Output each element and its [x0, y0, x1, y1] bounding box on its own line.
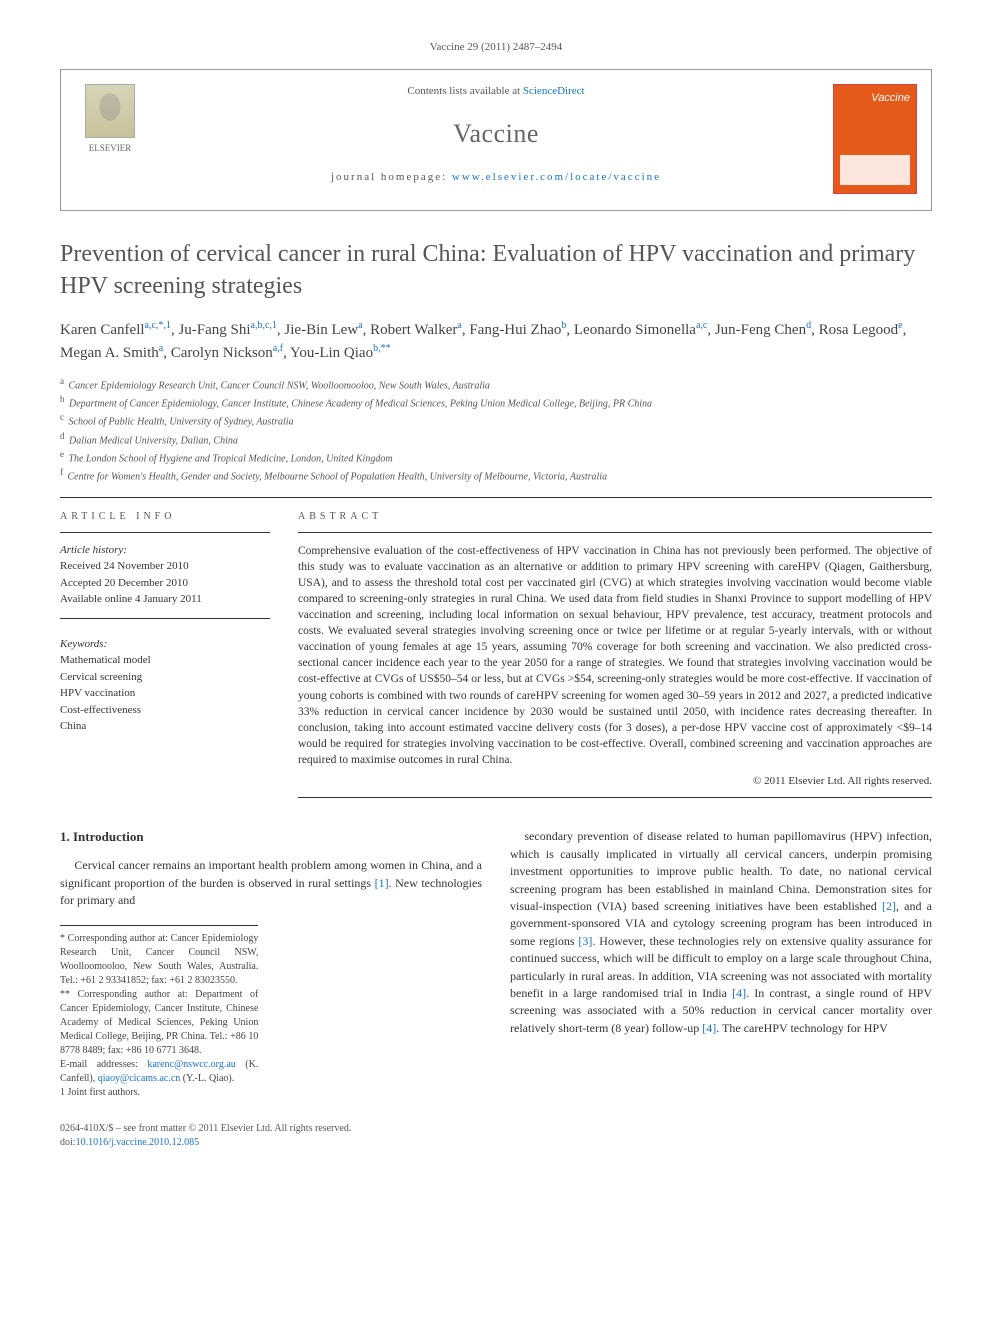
corr2: ** Corresponding author at: Department o… — [60, 988, 258, 1058]
affiliations: a Cancer Epidemiology Research Unit, Can… — [60, 375, 932, 485]
abstract-text: Comprehensive evaluation of the cost-eff… — [298, 543, 932, 768]
article-info-column: ARTICLE INFO Article history: Received 2… — [60, 510, 270, 799]
cover-brand: Vaccine — [840, 91, 910, 106]
email2-link[interactable]: qiaoy@cicams.ac.cn — [98, 1073, 181, 1084]
ref-link[interactable]: [4] — [732, 986, 746, 1000]
abstract-column: ABSTRACT Comprehensive evaluation of the… — [298, 510, 932, 799]
affiliation-line: e The London School of Hygiene and Tropi… — [60, 448, 932, 466]
ref-link[interactable]: [1] — [375, 876, 389, 890]
doi-prefix: doi: — [60, 1137, 76, 1148]
footer-bar: 0264-410X/$ – see front matter © 2011 El… — [60, 1122, 932, 1150]
footer-copyright: 0264-410X/$ – see front matter © 2011 El… — [60, 1122, 351, 1136]
keyword: Cost-effectiveness — [60, 702, 270, 719]
footnotes: * Corresponding author at: Cancer Epidem… — [60, 925, 258, 1100]
elsevier-tree-icon — [85, 84, 135, 138]
affiliation-line: f Centre for Women's Health, Gender and … — [60, 466, 932, 484]
body-text: 1. Introduction Cervical cancer remains … — [60, 828, 932, 1100]
intro-heading: 1. Introduction — [60, 828, 482, 847]
ref-link[interactable]: [3] — [578, 934, 592, 948]
publisher-logo: ELSEVIER — [75, 84, 145, 162]
intro-p2: secondary prevention of disease related … — [510, 828, 932, 1037]
affiliation-line: c School of Public Health, University of… — [60, 411, 932, 429]
contents-line: Contents lists available at ScienceDirec… — [77, 84, 915, 99]
intro-p1: Cervical cancer remains an important hea… — [60, 857, 482, 909]
journal-header: ELSEVIER Vaccine Contents lists availabl… — [60, 69, 932, 211]
abstract-label: ABSTRACT — [298, 510, 932, 533]
ref-link[interactable]: [4] — [702, 1021, 716, 1035]
history-line: Available online 4 January 2011 — [60, 591, 270, 608]
article-title: Prevention of cervical cancer in rural C… — [60, 239, 932, 301]
authors-list: Karen Canfella,c,*,1, Ju-Fang Shia,b,c,1… — [60, 318, 932, 365]
article-info-label: ARTICLE INFO — [60, 510, 270, 533]
homepage-prefix: journal homepage: — [331, 171, 452, 183]
journal-name: Vaccine — [77, 116, 915, 152]
cover-abstract-patch — [840, 155, 910, 185]
footer-doi-line: doi:10.1016/j.vaccine.2010.12.085 — [60, 1136, 351, 1150]
doi-link[interactable]: 10.1016/j.vaccine.2010.12.085 — [76, 1137, 200, 1148]
sciencedirect-link[interactable]: ScienceDirect — [523, 85, 585, 97]
keyword: Mathematical model — [60, 652, 270, 669]
keyword: China — [60, 718, 270, 735]
keyword: Cervical screening — [60, 669, 270, 686]
affiliation-line: a Cancer Epidemiology Research Unit, Can… — [60, 375, 932, 393]
joint-first: 1 Joint first authors. — [60, 1086, 258, 1100]
history-line: Received 24 November 2010 — [60, 558, 270, 575]
publisher-name: ELSEVIER — [89, 142, 132, 155]
emails-line: E-mail addresses: karenc@nswcc.org.au (K… — [60, 1058, 258, 1086]
copyright-line: © 2011 Elsevier Ltd. All rights reserved… — [298, 774, 932, 789]
affiliation-line: b Department of Cancer Epidemiology, Can… — [60, 393, 932, 411]
homepage-link[interactable]: www.elsevier.com/locate/vaccine — [452, 171, 661, 183]
corr1: * Corresponding author at: Cancer Epidem… — [60, 932, 258, 988]
emails-label: E-mail addresses: — [60, 1059, 147, 1070]
journal-cover-thumb: Vaccine — [833, 84, 917, 194]
ref-link[interactable]: [2] — [882, 899, 896, 913]
citation-line: Vaccine 29 (2011) 2487–2494 — [60, 40, 932, 55]
affiliation-line: d Dalian Medical University, Dalian, Chi… — [60, 430, 932, 448]
email1-link[interactable]: karenc@nswcc.org.au — [147, 1059, 235, 1070]
keywords-heading: Keywords: — [60, 637, 270, 652]
history-heading: Article history: — [60, 543, 270, 558]
history-line: Accepted 20 December 2010 — [60, 575, 270, 592]
homepage-line: journal homepage: www.elsevier.com/locat… — [77, 170, 915, 185]
email2-who: (Y.-L. Qiao). — [180, 1073, 234, 1084]
keyword: HPV vaccination — [60, 685, 270, 702]
contents-prefix: Contents lists available at — [407, 85, 522, 97]
